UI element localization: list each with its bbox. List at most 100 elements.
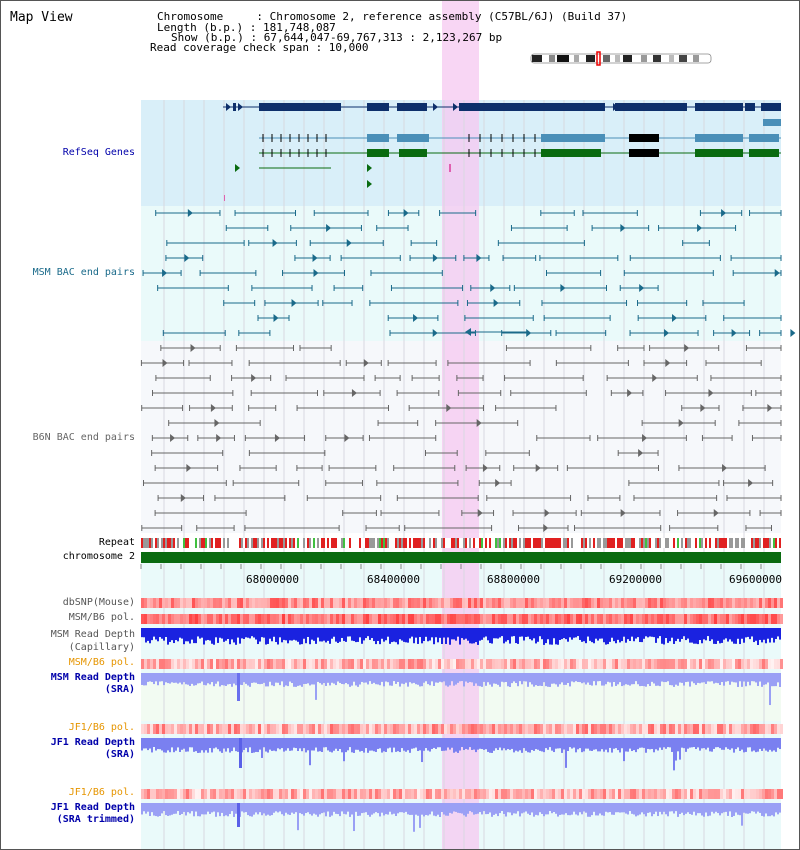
depth-bar [715, 738, 717, 748]
depth-bar [329, 673, 331, 686]
msm-bac-label[interactable]: MSM BAC end pairs [32, 267, 135, 278]
bac-end [476, 254, 482, 262]
depth-bar [691, 803, 693, 815]
depth-bar [685, 738, 687, 752]
depth-bar [483, 738, 485, 750]
depth-bar [183, 628, 185, 645]
depth-bar [637, 803, 639, 816]
heat-cell [381, 789, 384, 799]
repeat-mark [661, 538, 663, 548]
heat-cell [513, 724, 516, 734]
msm-b6-pol-label[interactable]: MSM/B6 pol. [68, 612, 135, 623]
depth-bar [641, 803, 643, 813]
depth-bar [661, 803, 663, 815]
heat-cell [156, 659, 159, 669]
depth-bar [635, 673, 637, 682]
depth-bar [761, 803, 763, 816]
msm-depth-capillary-label[interactable]: MSM Read Depth [50, 629, 135, 640]
msm-depth-sra-label[interactable]: MSM Read Depth [50, 672, 135, 683]
heat-cell [708, 598, 711, 608]
depth-bar [427, 803, 429, 816]
depth-bar [777, 803, 779, 815]
depth-bar [373, 803, 375, 814]
heat-cell [768, 659, 771, 669]
repeat-mark [483, 538, 485, 548]
depth-bar [401, 673, 403, 684]
heat-cell [516, 598, 519, 608]
depth-bar [769, 738, 771, 750]
bac-end [652, 374, 658, 382]
repeat-mark [237, 538, 239, 548]
heat-cell [555, 614, 558, 624]
heat-cell [414, 614, 417, 624]
depth-bar [365, 803, 367, 813]
heat-cell [396, 614, 399, 624]
heat-cell [165, 724, 168, 734]
depth-bar [521, 803, 523, 814]
heat-cell [207, 659, 210, 669]
depth-bar [383, 673, 385, 687]
b6n-bac-label[interactable]: B6N BAC end pairs [32, 432, 135, 443]
dbsnp-label[interactable]: dbSNP(Mouse) [62, 597, 135, 608]
heat-cell [750, 614, 753, 624]
depth-bar [779, 673, 781, 687]
repeat-mark [777, 538, 779, 548]
depth-bar [743, 803, 745, 813]
repeat-mark [513, 538, 515, 548]
jf1-depth-trim-label[interactable]: JF1 Read Depth [50, 802, 135, 813]
depth-bar [431, 673, 433, 682]
depth-bar [271, 673, 273, 686]
depth-bar [565, 738, 567, 768]
heat-cell [279, 598, 282, 608]
heat-cell [660, 789, 663, 799]
depth-bar [323, 803, 325, 813]
repeat-mark [307, 538, 309, 548]
depth-bar [275, 673, 277, 683]
heat-cell [609, 789, 612, 799]
jf1-b6-pol-label[interactable]: JF1/B6 pol. [68, 722, 135, 733]
repeat-mark [713, 538, 715, 548]
depth-bar [713, 738, 715, 749]
depth-bar [565, 803, 567, 814]
bac-end [291, 299, 297, 307]
depth-bar [301, 803, 303, 815]
heat-cell [411, 659, 414, 669]
depth-bar [723, 673, 725, 686]
jf1-depth-sra-label[interactable]: JF1 Read Depth [50, 737, 135, 748]
chromosome-track-label[interactable]: chromosome 2 [62, 551, 135, 562]
msm-b6-pol-sra-label[interactable]: MSM/B6 pol. [68, 657, 135, 668]
depth-bar [311, 628, 313, 640]
depth-bar [245, 803, 247, 813]
heat-cell [186, 724, 189, 734]
repeat-mark [757, 538, 759, 548]
heat-cell [270, 724, 273, 734]
depth-bar [327, 673, 329, 683]
depth-bar [229, 803, 231, 814]
heat-cell [213, 789, 216, 799]
depth-bar [309, 673, 311, 686]
depth-bar [147, 628, 149, 641]
depth-bar [243, 803, 245, 813]
heat-cell [426, 598, 429, 608]
repeat-mark [165, 538, 167, 548]
heat-cell [516, 789, 519, 799]
heat-cell [396, 598, 399, 608]
jf1-b6-pol-trim-label[interactable]: JF1/B6 pol. [68, 787, 135, 798]
heat-cell [498, 724, 501, 734]
bac-end [186, 464, 192, 472]
depth-bar [609, 803, 611, 813]
heat-cell [453, 598, 456, 608]
depth-bar [187, 803, 189, 813]
depth-bar [587, 628, 589, 637]
depth-bar [545, 738, 547, 749]
refseq-genes-label[interactable]: RefSeq Genes [62, 147, 135, 158]
heat-cell [243, 724, 246, 734]
heat-cell [486, 724, 489, 734]
heat-cell [378, 598, 381, 608]
heat-cell [330, 789, 333, 799]
depth-bar [237, 803, 240, 827]
heat-cell [306, 598, 309, 608]
heat-cell [375, 789, 378, 799]
repeat-label[interactable]: Repeat [98, 537, 135, 548]
